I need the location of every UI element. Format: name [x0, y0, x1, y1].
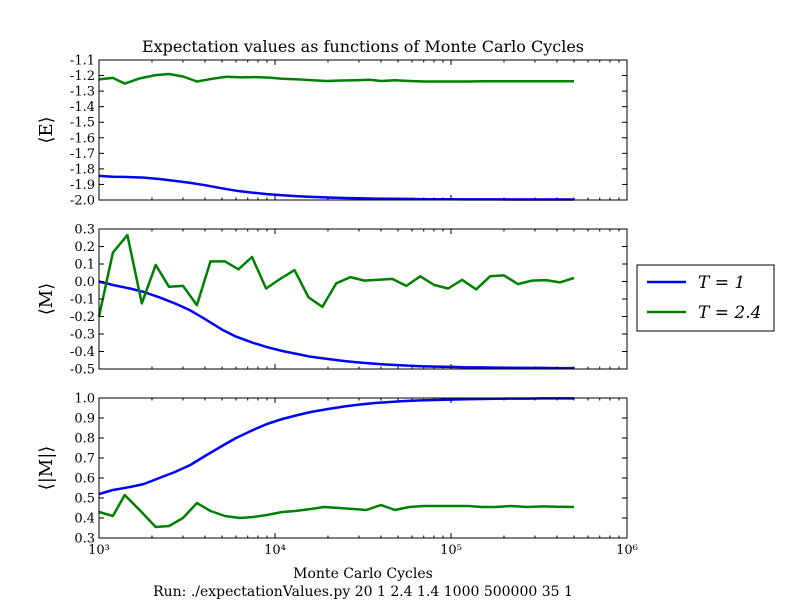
y-tick-label: 1.0: [74, 392, 95, 407]
subplot-magnetization: 0.3 0.2 0.1 0.0 -0.1 -0.2 -0.3 -0.4 -0.5 ⟨M⟩: [36, 223, 628, 378]
y-tick-label: 0.3: [74, 532, 95, 547]
y-tick-label: -0.3: [70, 328, 95, 343]
subplots: -1.1-1.2-1.3-1.4-1.5-1.6-1.7-1.8-1.9-2.0…: [36, 54, 638, 559]
y-tick-label: -1.8: [70, 162, 95, 177]
y-tick-label: 0.7: [74, 452, 95, 467]
chart-title: Expectation values as functions of Monte…: [142, 37, 584, 56]
run-footer: Run: ./expectationValues.py 20 1 2.4 1.4…: [153, 584, 573, 600]
y-tick-label: -1.2: [70, 69, 95, 84]
y-tick-label: 0.3: [74, 223, 95, 238]
y-tick-label: -1.9: [70, 178, 95, 193]
x-tick-label: 10⁵: [440, 543, 462, 558]
y-tick-label: 0.6: [74, 472, 95, 487]
subplot-energy: -1.1-1.2-1.3-1.4-1.5-1.6-1.7-1.8-1.9-2.0…: [36, 54, 628, 209]
legend-label: T = 2.4: [698, 303, 761, 323]
series-line-t24: [97, 233, 575, 317]
y-tick-label: 0.5: [74, 492, 95, 507]
y-tick-label: -1.4: [70, 100, 95, 115]
y-tick-label: 0.8: [74, 432, 95, 447]
y-tick-label: -1.5: [70, 116, 95, 131]
y-tick-label: -1.7: [70, 147, 95, 162]
y-tick-label: -0.5: [70, 363, 95, 378]
y-tick-label: -1.6: [70, 131, 95, 146]
y-tick-label: -1.3: [70, 85, 95, 100]
series-line-t24: [98, 72, 574, 85]
series-line-t1: [98, 397, 574, 496]
x-tick-label: 10⁴: [264, 543, 286, 558]
x-axis-label: Monte Carlo Cycles: [293, 566, 433, 582]
y-axis-label: ⟨E⟩: [36, 116, 57, 143]
series-line-t24: [98, 493, 575, 529]
y-tick-label: 0.0: [74, 275, 95, 290]
plot-frame: [98, 228, 628, 370]
x-tick-label: 10³: [88, 543, 110, 558]
series-line-t1: [98, 174, 574, 201]
y-tick-label: 0.9: [74, 412, 95, 427]
x-tick-label: 10⁶: [616, 543, 638, 558]
y-tick-label: 0.1: [74, 258, 95, 273]
legend-label: T = 1: [698, 273, 745, 293]
plot-frame: [98, 59, 628, 201]
plot-frame: [98, 397, 628, 539]
legend-box: [636, 264, 775, 332]
series-line-t1: [98, 280, 574, 370]
y-axis-label: ⟨|M|⟩: [36, 446, 57, 491]
y-tick-label: -0.1: [70, 293, 95, 308]
y-tick-label: -0.2: [70, 310, 95, 325]
y-tick-label: 0.4: [74, 512, 95, 527]
legend: T = 1 T = 2.4: [636, 264, 775, 332]
y-axis-label: ⟨M⟩: [36, 283, 57, 315]
y-tick-label: -1.1: [70, 54, 95, 69]
y-tick-label: 0.2: [74, 240, 95, 255]
y-tick-label: -0.4: [70, 345, 95, 360]
y-tick-label: -2.0: [70, 194, 95, 209]
